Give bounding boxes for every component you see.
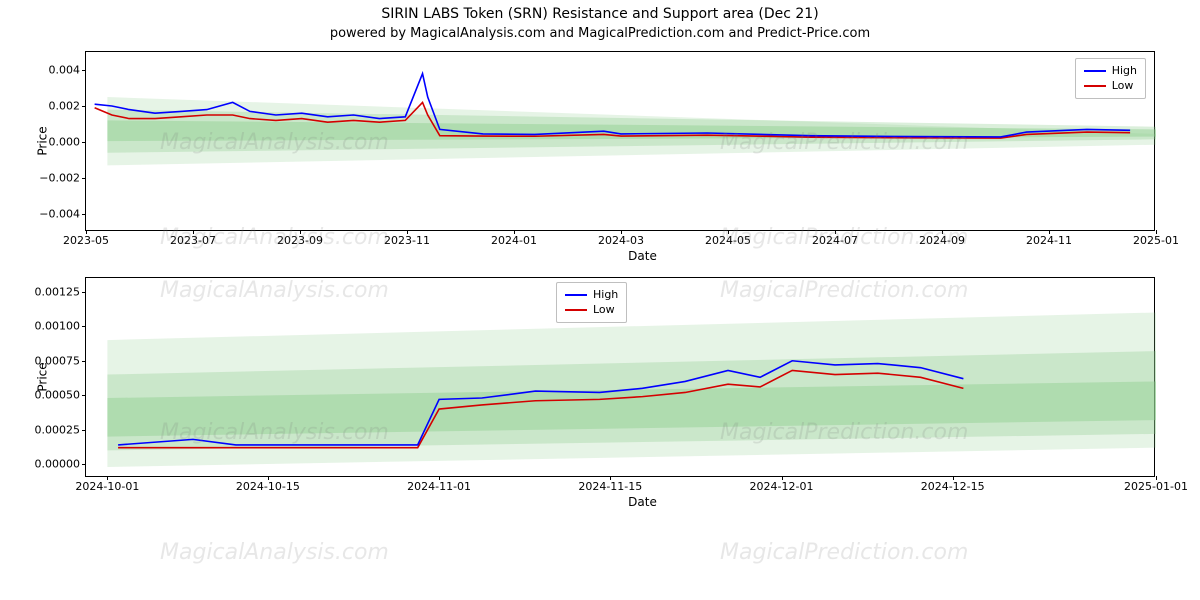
title-block: SIRIN LABS Token (SRN) Resistance and Su… <box>0 0 1200 41</box>
chart-title: SIRIN LABS Token (SRN) Resistance and Su… <box>0 6 1200 22</box>
chart-subtitle: powered by MagicalAnalysis.com and Magic… <box>0 26 1200 41</box>
ytick-label: 0.002 <box>49 100 87 113</box>
top-legend: High Low <box>1075 58 1146 99</box>
x-axis-label: Date <box>85 249 1200 263</box>
legend-row-high: High <box>1084 63 1137 78</box>
legend-swatch-high <box>565 294 587 296</box>
x-axis-label: Date <box>85 495 1200 509</box>
ytick-label: 0.00075 <box>35 354 87 367</box>
legend-label-high: High <box>593 287 618 302</box>
legend-swatch-high <box>1084 70 1106 72</box>
top-plot-area: Price High Low −0.004−0.0020.0000.0020.0… <box>85 51 1155 231</box>
legend-label-low: Low <box>593 302 615 317</box>
top-chart: Price High Low −0.004−0.0020.0000.0020.0… <box>85 51 1200 263</box>
ytick-label: 0.00100 <box>35 320 87 333</box>
ytick-label: −0.004 <box>39 208 86 221</box>
watermark-text: MagicalPrediction.com <box>720 540 968 565</box>
watermark-text: MagicalAnalysis.com <box>160 540 389 565</box>
legend-row-low: Low <box>1084 78 1137 93</box>
top-plot-svg <box>86 52 1156 232</box>
ytick-label: −0.002 <box>39 172 86 185</box>
bottom-legend: High Low <box>556 282 627 323</box>
ytick-label: 0.000 <box>49 136 87 149</box>
ytick-label: 0.00125 <box>35 285 87 298</box>
legend-label-low: Low <box>1112 78 1134 93</box>
legend-swatch-low <box>565 309 587 311</box>
bottom-plot-area: Price High Low 0.000000.000250.000500.00… <box>85 277 1155 477</box>
bottom-chart: Price High Low 0.000000.000250.000500.00… <box>85 277 1200 509</box>
ytick-label: 0.00000 <box>35 458 87 471</box>
legend-row-high: High <box>565 287 618 302</box>
ytick-label: 0.00050 <box>35 389 87 402</box>
ytick-label: 0.00025 <box>35 423 87 436</box>
legend-row-low: Low <box>565 302 618 317</box>
ytick-label: 0.004 <box>49 64 87 77</box>
legend-swatch-low <box>1084 85 1106 87</box>
legend-label-high: High <box>1112 63 1137 78</box>
